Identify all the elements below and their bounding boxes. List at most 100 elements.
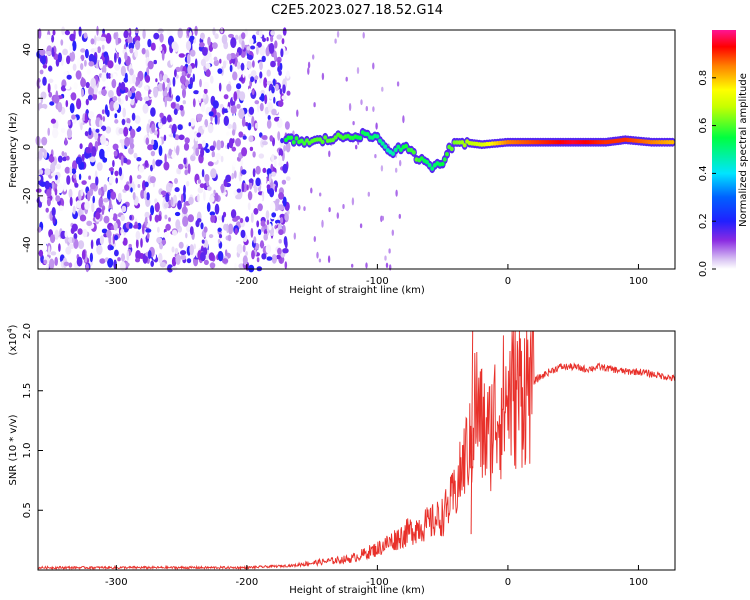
noise-blob: [80, 122, 83, 131]
noise-blob: [240, 62, 245, 71]
noise-blob: [56, 183, 64, 194]
noise-blob: [109, 100, 115, 112]
noise-blob: [217, 68, 223, 74]
noise-blob: [88, 61, 95, 67]
noise-blob: [256, 45, 259, 56]
noise-blob: [84, 201, 90, 210]
speckle: [385, 262, 389, 268]
noise-blob: [175, 219, 181, 230]
noise-blob: [96, 36, 101, 42]
noise-blob: [163, 134, 167, 141]
noise-blob: [212, 42, 218, 49]
noise-blob: [144, 211, 150, 219]
noise-blob: [266, 184, 271, 190]
noise-blob: [115, 36, 119, 46]
noise-blob: [166, 114, 172, 123]
noise-blob: [177, 27, 183, 39]
noise-blob: [227, 106, 230, 112]
noise-blob: [231, 172, 235, 180]
noise-blob: [282, 196, 287, 207]
snr-line-group: [37, 330, 676, 571]
noise-blob: [281, 38, 285, 45]
speckle: [334, 38, 337, 44]
noise-blob: [126, 118, 131, 124]
noise-blob: [250, 76, 255, 83]
noise-blob: [174, 211, 181, 217]
noise-blob: [45, 34, 52, 40]
noise-blob: [89, 156, 96, 163]
noise-blob: [47, 83, 51, 94]
noise-blob: [213, 56, 218, 62]
noise-blob: [278, 155, 283, 164]
noise-blob: [207, 123, 214, 134]
noise-blob: [40, 96, 43, 104]
noise-blob: [85, 147, 91, 154]
noise-blob: [84, 131, 89, 137]
noise-blob: [83, 32, 88, 39]
noise-blob: [252, 60, 255, 68]
noise-blob: [145, 228, 152, 233]
noise-blob: [220, 155, 224, 163]
speckle: [310, 187, 313, 194]
noise-blob: [46, 51, 52, 55]
noise-blob: [230, 37, 237, 49]
noise-blob: [93, 35, 97, 46]
noise-blob: [50, 172, 57, 177]
noise-blob: [117, 192, 122, 203]
noise-blob: [248, 135, 254, 143]
noise-blob: [263, 77, 268, 89]
noise-blob: [199, 78, 202, 88]
noise-blob: [160, 190, 167, 195]
noise-blob: [235, 194, 242, 200]
noise-blob: [185, 232, 188, 239]
noise-blob: [261, 253, 267, 260]
noise-blob: [283, 145, 287, 152]
noise-blob: [96, 207, 102, 214]
noise-blob: [39, 48, 46, 56]
snr-x-ticks: -300 -200 -100 0 100: [105, 565, 648, 588]
noise-blob: [241, 40, 245, 50]
noise-blob: [150, 150, 156, 157]
noise-blob: [183, 126, 187, 134]
noise-blob: [121, 118, 126, 126]
noise-blob: [159, 73, 163, 82]
noise-blob: [212, 100, 219, 109]
noise-blob: [187, 214, 194, 223]
noise-blob: [254, 100, 260, 105]
noise-blob: [236, 103, 241, 109]
noise-blob: [242, 135, 247, 140]
noise-blob: [221, 34, 228, 45]
noise-blob: [233, 113, 236, 122]
noise-blob: [275, 83, 279, 92]
noise-blob: [54, 256, 58, 266]
noise-blob: [149, 214, 152, 222]
noise-blob: [223, 94, 229, 100]
noise-blob: [137, 126, 142, 132]
spec-y-tick-label: -40: [22, 236, 33, 252]
noise-blob: [259, 71, 263, 79]
noise-blob: [156, 237, 163, 244]
noise-blob: [170, 57, 174, 66]
noise-blob: [87, 190, 91, 202]
noise-blob: [262, 37, 266, 43]
noise-blob: [189, 226, 194, 236]
noise-blob: [41, 136, 48, 146]
noise-blob: [154, 198, 158, 204]
speckle: [375, 122, 378, 130]
noise-blob: [234, 228, 238, 235]
noise-blob: [270, 35, 274, 42]
noise-blob: [44, 180, 50, 190]
noise-blob: [39, 69, 44, 75]
noise-blob: [155, 78, 158, 83]
noise-blob: [65, 246, 72, 255]
noise-blob: [90, 77, 96, 89]
noise-blob: [114, 234, 119, 241]
noise-blob: [189, 118, 196, 127]
noise-blob: [226, 131, 230, 136]
noise-blob: [47, 245, 51, 256]
noise-blob: [80, 78, 86, 88]
noise-blob: [132, 192, 136, 201]
trace-point: [383, 144, 388, 149]
noise-blob: [262, 167, 267, 173]
spectrogram-y-axis-label: Frequency (Hz): [8, 112, 19, 188]
